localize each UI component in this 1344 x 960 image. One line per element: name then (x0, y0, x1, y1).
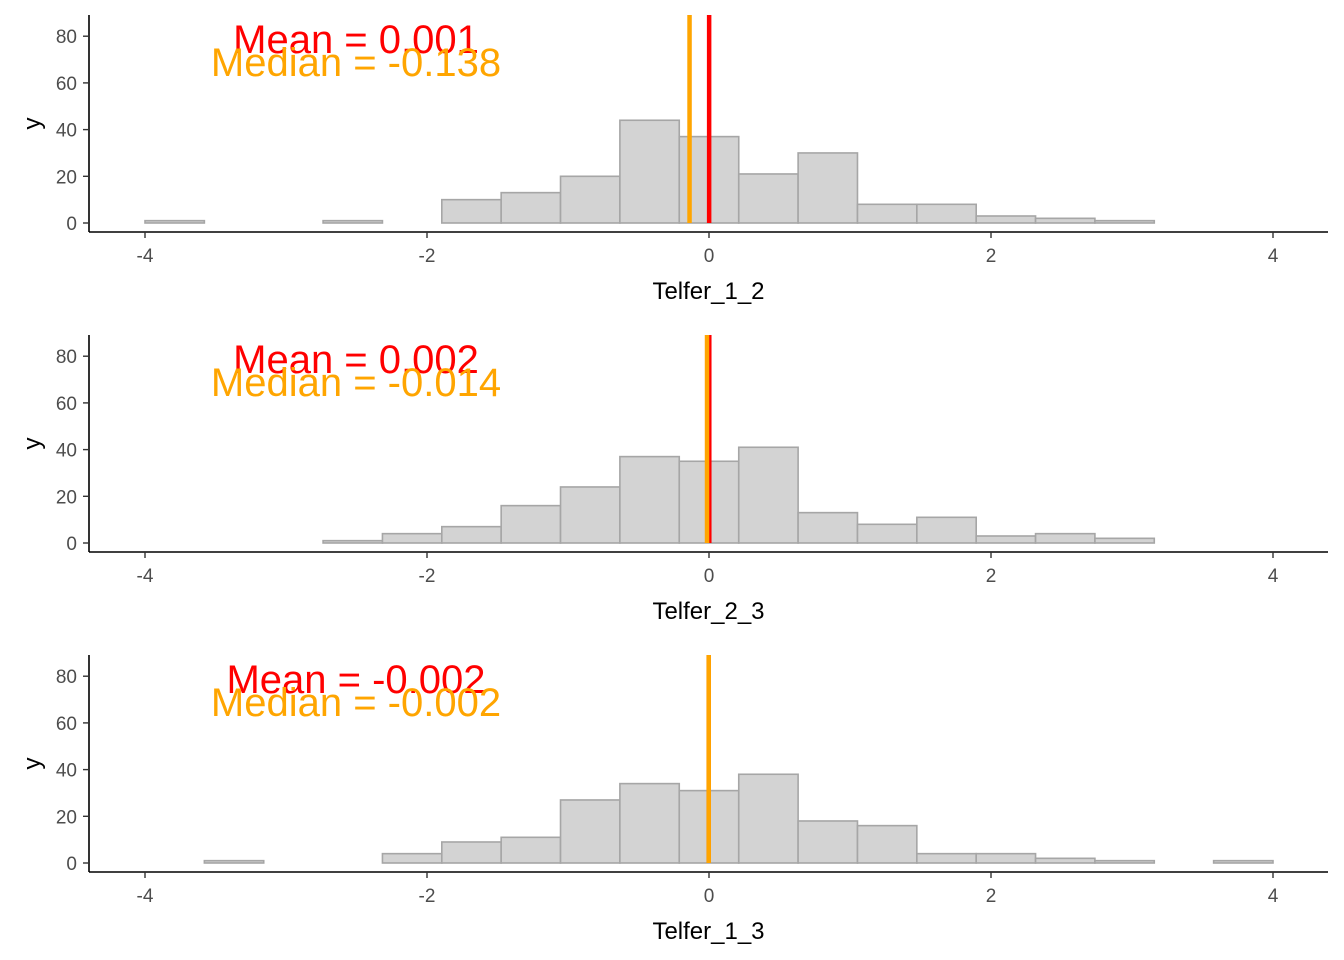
histogram-bar (322, 539, 384, 544)
y-tick-label: 0 (66, 534, 77, 555)
histogram-bar (559, 799, 621, 864)
histogram-bar (916, 516, 977, 544)
histogram-bar (1094, 219, 1156, 224)
histogram-bar (1034, 857, 1096, 864)
histogram-bar (1212, 859, 1274, 864)
histogram-bar (619, 119, 681, 224)
x-tick-label: -2 (419, 566, 436, 587)
histogram-bar (559, 486, 621, 544)
histogram-bar (975, 215, 1037, 224)
y-tick-label: 0 (66, 214, 77, 235)
histogram-bar (559, 175, 621, 224)
y-tick-label: 80 (56, 27, 77, 48)
x-tick-label: -2 (419, 246, 436, 267)
histogram-bar (1034, 532, 1096, 544)
histogram-bar (975, 852, 1037, 864)
histogram-bar (1094, 537, 1156, 544)
histogram-panel-3: 0 20 40 60 80 -4 -2 0 2 4 Telfer_1_3 y Mean = -0.002… (19, 655, 1328, 945)
x-tick-label: 0 (704, 566, 715, 587)
y-tick-label: 40 (56, 441, 77, 462)
x-tick-label: 2 (986, 886, 997, 907)
histogram-panel-1: 0 20 40 60 80 -4 -2 0 2 4 Telfer_1_2 y Mean = 0.001M… (19, 15, 1328, 305)
bars (144, 119, 1156, 224)
bars (203, 773, 1274, 864)
histogram-bar (856, 523, 918, 544)
x-tick-label: -4 (137, 566, 154, 587)
histogram-bar (500, 504, 562, 544)
histogram-bar (797, 152, 859, 224)
x-axis-title: Telfer_2_3 (652, 598, 764, 625)
x-tick-label: 2 (986, 566, 997, 587)
histogram-bar (856, 824, 918, 864)
histogram-bar (203, 859, 265, 864)
x-tick-label: 0 (704, 246, 715, 267)
median-annotation: Median = -0.014 (211, 361, 501, 405)
x-tick-label: 2 (986, 246, 997, 267)
x-tick-label: -4 (137, 246, 154, 267)
y-tick-label: 60 (56, 394, 77, 415)
y-axis-title: y (19, 118, 46, 130)
histogram-bar (797, 511, 859, 544)
x-tick-label: 4 (1268, 566, 1279, 587)
histogram-bar (797, 820, 859, 864)
histogram-bar (737, 773, 799, 864)
y-tick-label: 20 (56, 487, 77, 508)
histogram-bar (856, 203, 918, 224)
y-tick-label: 80 (56, 347, 77, 368)
mean-annotation: Mean = 0.001 (233, 18, 479, 62)
x-tick-label: 4 (1268, 246, 1279, 267)
histogram-bar (737, 173, 799, 224)
x-tick-label: -2 (419, 886, 436, 907)
histogram-bar (381, 532, 443, 544)
histogram-bar (916, 203, 977, 224)
bars (322, 446, 1156, 544)
x-tick-label: 4 (1268, 886, 1279, 907)
y-axis-title: y (19, 758, 46, 770)
histogram-bar (1094, 859, 1156, 864)
median-annotation: Median = -0.002 (211, 681, 501, 725)
y-tick-label: 40 (56, 761, 77, 782)
histogram-bar (500, 191, 562, 224)
histogram-bar (381, 852, 443, 864)
y-tick-label: 60 (56, 714, 77, 735)
histogram-bar (441, 198, 502, 224)
histogram-bar (500, 836, 562, 864)
y-tick-label: 40 (56, 121, 77, 142)
y-tick-label: 20 (56, 167, 77, 188)
y-tick-label: 20 (56, 807, 77, 828)
y-tick-label: 80 (56, 667, 77, 688)
histogram-bar (1034, 217, 1096, 224)
histogram-bar (619, 782, 681, 864)
histogram-panel-2: 0 20 40 60 80 -4 -2 0 2 4 Telfer_2_3 y Mean = 0.002M… (19, 335, 1328, 625)
histogram-bar (916, 852, 977, 864)
x-tick-label: 0 (704, 886, 715, 907)
histogram-bar (144, 219, 206, 224)
x-tick-label: -4 (137, 886, 154, 907)
histogram-bar (441, 841, 502, 864)
mean-annotation: Mean = -0.002 (226, 658, 485, 702)
histogram-bar (737, 446, 799, 544)
x-axis-title: Telfer_1_2 (652, 278, 764, 305)
histogram-bar (619, 455, 681, 544)
mean-annotation: Mean = 0.002 (233, 338, 479, 382)
y-tick-label: 60 (56, 74, 77, 95)
y-axis-title: y (19, 438, 46, 450)
median-annotation: Median = -0.138 (211, 41, 501, 85)
histogram-bar (322, 219, 384, 224)
x-axis-title: Telfer_1_3 (652, 918, 764, 945)
histogram-bar (975, 535, 1037, 544)
histogram-bar (441, 525, 502, 544)
y-tick-label: 0 (66, 854, 77, 875)
